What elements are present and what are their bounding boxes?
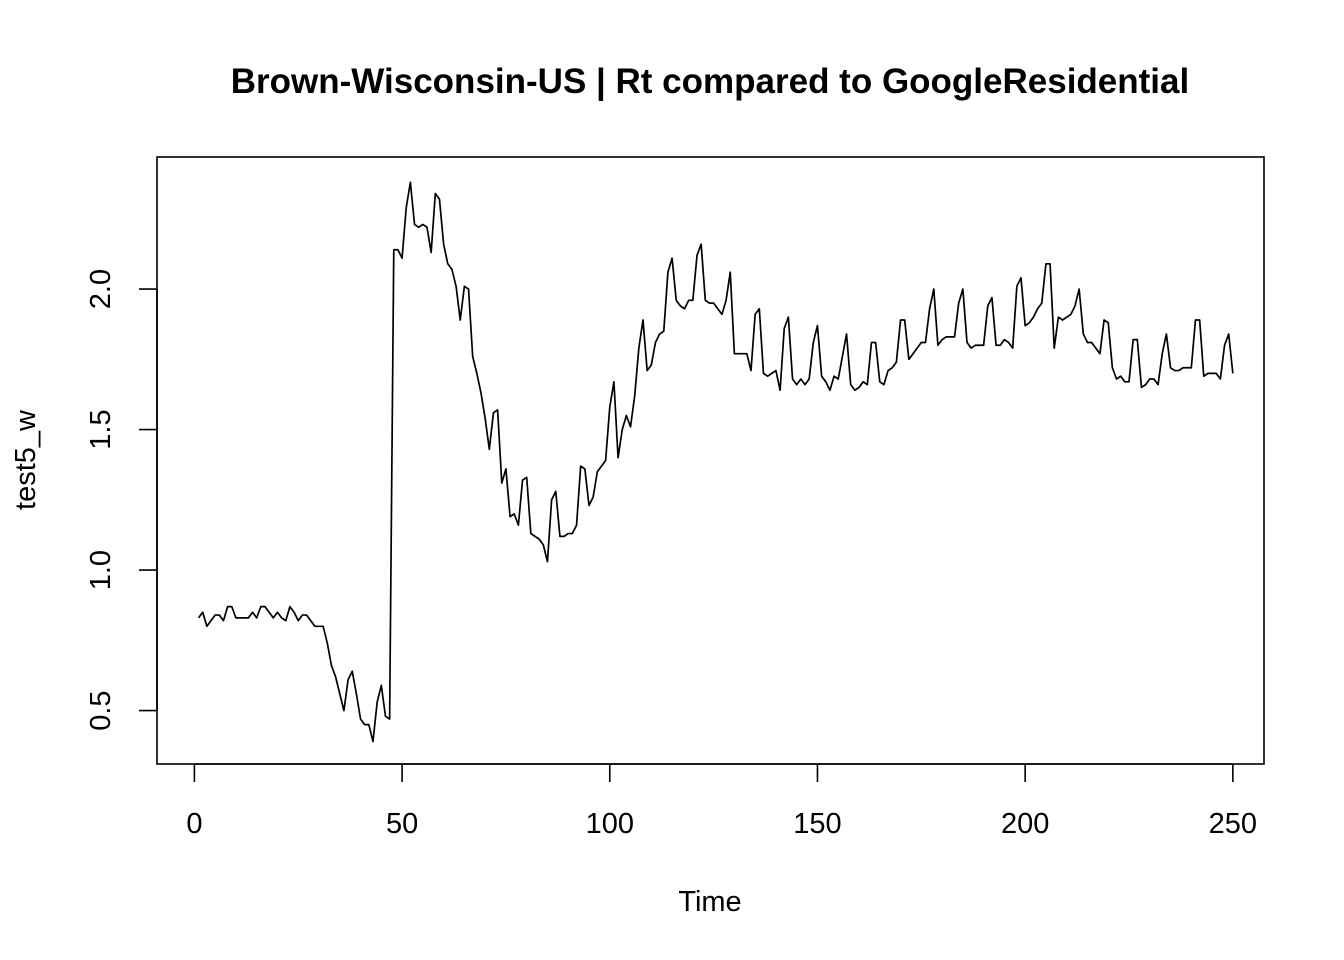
x-tick-label: 100	[586, 808, 634, 840]
y-tick-label: 1.5	[85, 409, 117, 449]
y-axis-title: test5_w	[10, 409, 42, 510]
y-tick-label: 0.5	[85, 690, 117, 730]
plot-frame	[156, 156, 1265, 765]
chart-title: Brown-Wisconsin-US | Rt compared to Goog…	[231, 62, 1189, 101]
x-axis: 0 50 100 150 200 250	[186, 763, 1257, 840]
x-tick-label: 200	[1001, 808, 1049, 840]
y-axis: 0.5 1.0 1.5 2.0	[85, 269, 158, 731]
x-tick-label: 50	[386, 808, 418, 840]
x-tick-label: 150	[793, 808, 841, 840]
x-tick-label: 0	[186, 808, 202, 840]
y-tick-label: 1.0	[85, 550, 117, 590]
y-tick-label: 2.0	[85, 269, 117, 309]
series-line	[197, 181, 1234, 743]
x-axis-title: Time	[678, 886, 741, 918]
x-tick-label: 250	[1209, 808, 1257, 840]
